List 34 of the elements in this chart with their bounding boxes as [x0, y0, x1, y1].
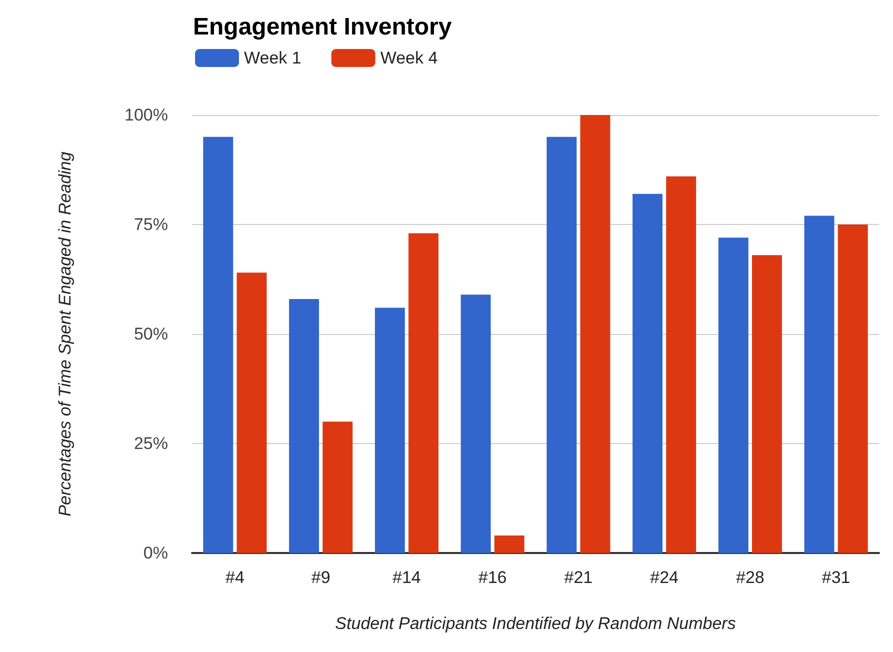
- bar: [322, 422, 353, 553]
- y-tick-label: 50%: [134, 324, 168, 344]
- bar: [546, 136, 577, 553]
- x-tick-label: #28: [736, 568, 764, 587]
- bar: [460, 294, 491, 553]
- bar: [374, 308, 405, 553]
- y-tick-label: 100%: [124, 106, 168, 124]
- bar: [666, 176, 696, 553]
- x-tick-label: #21: [564, 568, 593, 587]
- bar: [632, 194, 663, 553]
- y-tick-label: 25%: [134, 434, 168, 453]
- x-tick-label: #4: [225, 568, 244, 587]
- bar: [752, 255, 782, 553]
- bar: [236, 272, 267, 553]
- bar: [203, 136, 234, 553]
- legend-label: Week 4: [380, 48, 438, 68]
- bar: [580, 115, 610, 553]
- x-tick-label: #14: [392, 568, 421, 587]
- y-axis-title: Percentages of Time Spent Engaged in Reading: [56, 151, 74, 516]
- bar: [494, 535, 524, 553]
- x-axis-title: Student Participants Indentified by Random Numbers: [335, 614, 736, 633]
- x-tick-label: #9: [311, 568, 330, 587]
- legend-label: Week 1: [244, 48, 302, 68]
- y-tick-label: 0%: [143, 544, 168, 562]
- bar: [838, 224, 868, 553]
- x-tick-label: #16: [478, 568, 507, 587]
- bar: [289, 298, 320, 553]
- y-tick-label: 75%: [134, 215, 168, 234]
- bar: [804, 216, 834, 553]
- bar: [718, 238, 748, 553]
- x-tick-label: #24: [650, 568, 678, 587]
- chart-title: Engagement Inventory: [193, 14, 452, 40]
- bar: [408, 233, 438, 553]
- x-tick-label: #31: [822, 568, 850, 587]
